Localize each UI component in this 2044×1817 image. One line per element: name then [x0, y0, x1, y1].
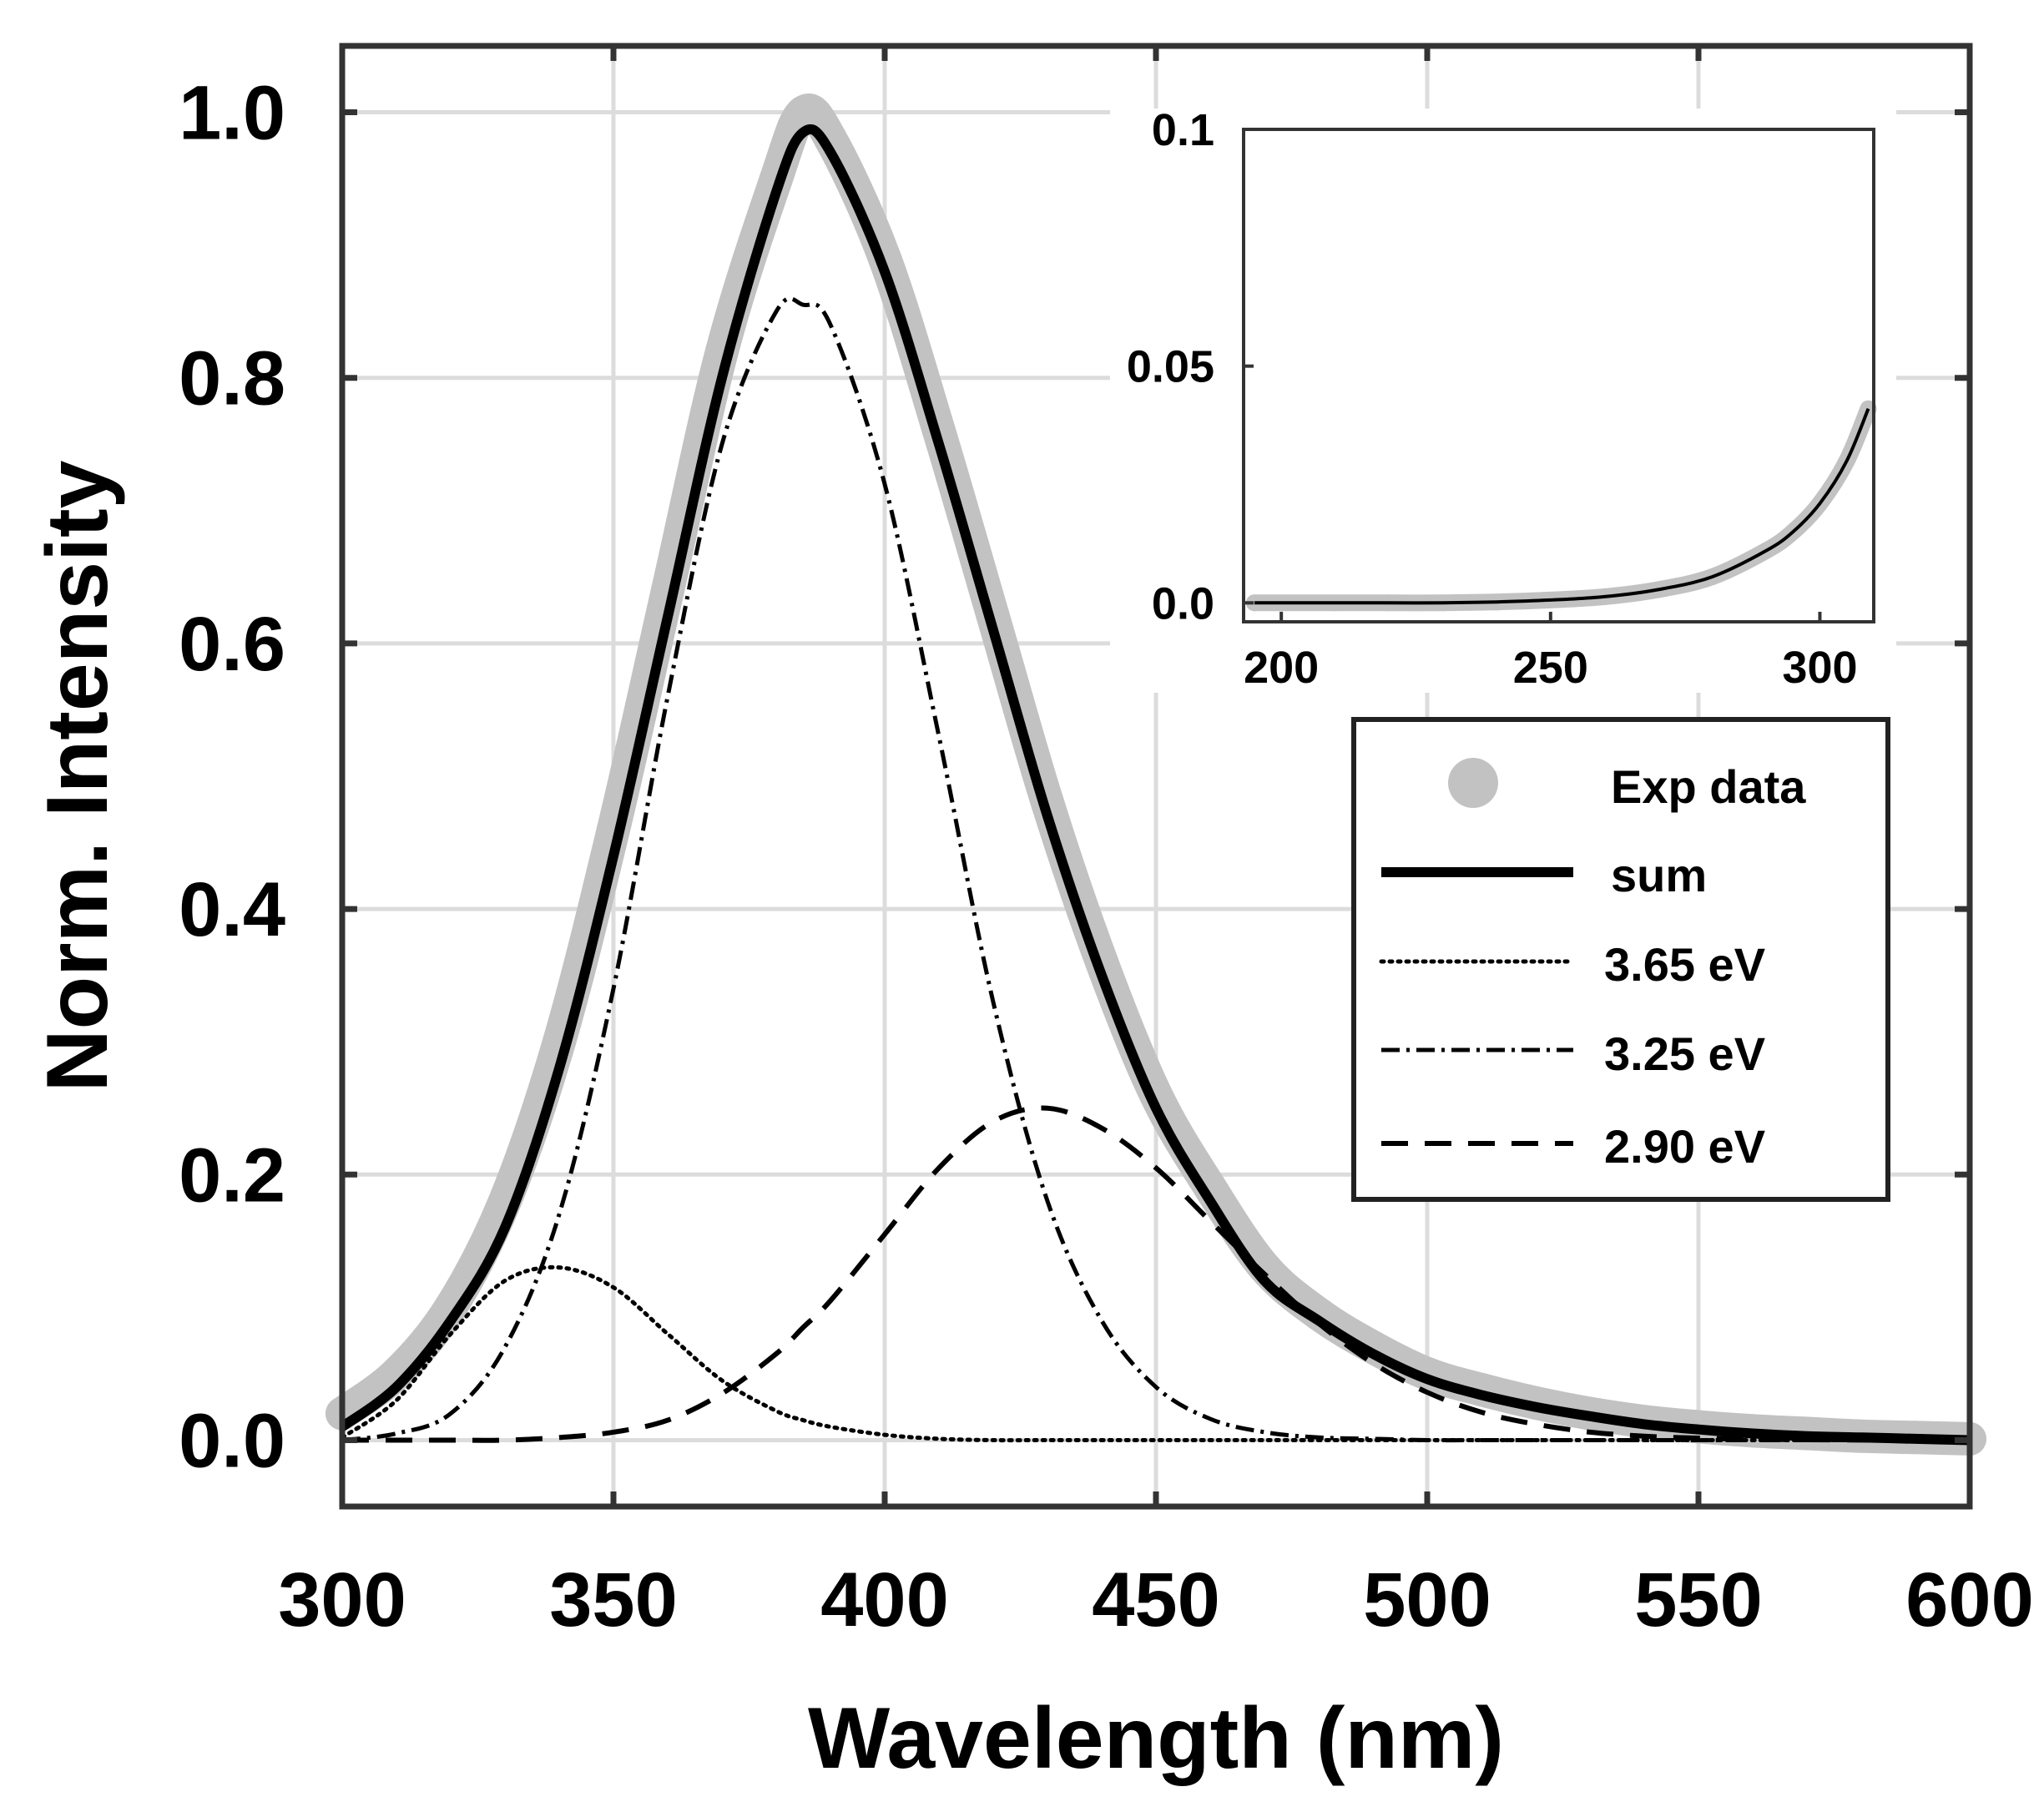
y-tick-label: 1.0 [179, 71, 285, 156]
main-y-tick-labels: 0.0 0.2 0.4 0.6 0.8 1.0 [179, 71, 285, 1484]
series-sum [339, 124, 1971, 1446]
inset-series-group [1245, 400, 1877, 612]
inset-y-tick-label: 0.0 [1152, 578, 1214, 628]
y-tick-label: 0.8 [179, 336, 285, 421]
y-tick-label: 0.6 [179, 602, 285, 687]
main-x-tick-labels: 300 350 400 450 500 550 600 [278, 1557, 2034, 1643]
x-tick-label: 500 [1363, 1557, 1491, 1643]
series-2-90-ev [342, 1105, 1970, 1443]
legend-label-3-25-ev: 3.25 eV [1604, 1027, 1765, 1080]
legend-label-3-65-ev: 3.65 eV [1604, 938, 1765, 991]
inset-x-tick-labels: 200 250 300 [1244, 643, 1857, 693]
legend: Exp data sum 3.65 eV 3.25 eV 2.90 eV [1351, 717, 1890, 1202]
x-axis-label: Wavelength (nm) [808, 1690, 1504, 1787]
x-tick-label: 450 [1092, 1557, 1220, 1643]
legend-label-2-90-ev: 2.90 eV [1604, 1120, 1765, 1173]
legend-label-sum: sum [1611, 849, 1707, 901]
inset-plot-frame [1242, 128, 1875, 623]
data-point [786, 95, 820, 129]
legend-label-exp-data: Exp data [1611, 760, 1806, 813]
main-series-group [326, 93, 1986, 1456]
y-tick-label: 0.4 [179, 867, 285, 952]
inset-ticks [1244, 128, 1822, 622]
inset-series-sum [1254, 407, 1870, 605]
inset-x-tick-label: 250 [1513, 643, 1588, 693]
main-ticks [339, 46, 1973, 1507]
legend-marker-exp-data [1448, 758, 1498, 808]
inset-y-tick-label: 0.1 [1152, 105, 1214, 155]
x-tick-label: 350 [549, 1557, 678, 1643]
x-tick-label: 600 [1905, 1557, 2034, 1643]
inset-y-tick-label: 0.05 [1127, 342, 1214, 392]
x-tick-label: 550 [1634, 1557, 1763, 1643]
series-3-25-ev [341, 296, 1970, 1443]
inset-x-tick-label: 300 [1782, 643, 1857, 693]
inset-x-tick-label: 200 [1244, 643, 1319, 693]
y-tick-label: 0.2 [179, 1133, 285, 1218]
x-tick-label: 300 [278, 1557, 406, 1643]
x-tick-label: 400 [820, 1557, 949, 1643]
inset-y-tick-labels: 0.0 0.05 0.1 [1127, 105, 1214, 628]
y-tick-label: 0.0 [179, 1398, 285, 1483]
y-axis-label: Norm. Intensity [29, 460, 126, 1092]
series-3-65-ev [340, 1264, 1972, 1443]
legend-box [1351, 717, 1890, 1202]
